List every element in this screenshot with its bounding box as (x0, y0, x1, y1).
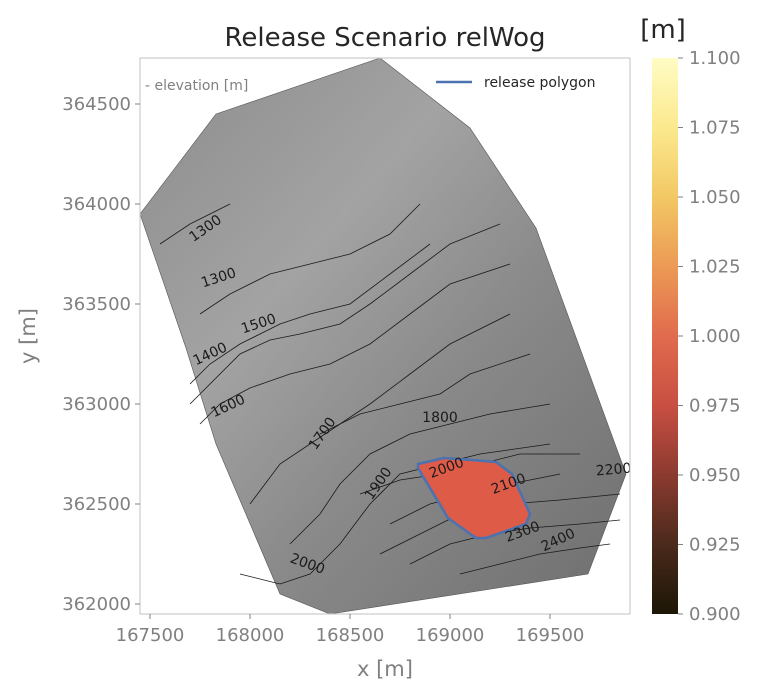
hillshade-domain (140, 58, 627, 614)
y-axis-label: y [m] (16, 308, 40, 364)
legend: release polygon (436, 75, 595, 91)
contour-label-2200-10: 2200 (595, 460, 632, 479)
contour-label-1800-6: 1800 (422, 410, 458, 426)
colorbar-tick-label-1.000: 1.000 (689, 326, 741, 347)
colorbar-unit-label: [m] (640, 15, 686, 45)
colorbar-tick-label-0.975: 0.975 (689, 396, 741, 417)
colorbar-tick-label-1.025: 1.025 (689, 257, 741, 278)
plot-frame (139, 57, 631, 615)
contour-line-2400-13 (459, 543, 611, 575)
chart-title: Release Scenario relWog (224, 23, 545, 53)
contour-line-1900-7 (289, 403, 551, 545)
y-tick-label-363000: 363000 (62, 394, 131, 415)
release-polygon-outline (416, 456, 532, 540)
x-tick-label-167500: 167500 (116, 625, 185, 646)
x-tick-label-169500: 169500 (516, 625, 585, 646)
x-axis-label: x [m] (357, 657, 413, 681)
colorbar-tick-label-1.075: 1.075 (689, 118, 741, 139)
colorbar-ticks: 0.900 0.925 0.950 0.975 1.000 1.025 1.050 1.075… (678, 48, 741, 625)
contour-line-1400-2 (189, 243, 431, 385)
colorbar-tick-label-1.050: 1.050 (689, 187, 741, 208)
colorbar-tick-label-0.925: 0.925 (689, 535, 741, 556)
x-tick-label-168500: 168500 (316, 625, 385, 646)
release-area (418, 458, 530, 538)
colorbar-tick-label-0.950: 0.950 (689, 465, 741, 486)
contour-line-1300-0 (159, 203, 231, 245)
y-tick-label-364500: 364500 (62, 94, 131, 115)
y-tick-label-364000: 364000 (62, 194, 131, 215)
contour-line-1700-5 (249, 313, 511, 505)
y-axis: 362000 362500 363000 363500 364000 364500 (62, 94, 140, 615)
contour-line-1600-4 (199, 263, 511, 425)
colorbar-tick-label-1.100: 1.100 (689, 48, 741, 69)
x-axis: 167500 168000 168500 169000 169500 (116, 614, 585, 646)
contour-line-1300-1 (199, 203, 421, 315)
elevation-contours (159, 203, 621, 585)
contour-line-1500-3 (189, 223, 501, 405)
y-tick-label-362000: 362000 (62, 594, 131, 615)
y-tick-label-362500: 362500 (62, 494, 131, 515)
x-tick-label-168000: 168000 (216, 625, 285, 646)
contour-line-2300-12 (409, 519, 621, 565)
colorbar-tick-label-0.900: 0.900 (689, 604, 741, 625)
y-tick-label-363500: 363500 (62, 294, 131, 315)
x-tick-label-169000: 169000 (416, 625, 485, 646)
elevation-annotation: - elevation [m] (145, 78, 248, 94)
legend-label-release-polygon: release polygon (484, 75, 595, 91)
colorbar (652, 58, 678, 614)
contour-line-1800-6 (319, 353, 531, 435)
contour-line-2000-8 (239, 443, 551, 585)
